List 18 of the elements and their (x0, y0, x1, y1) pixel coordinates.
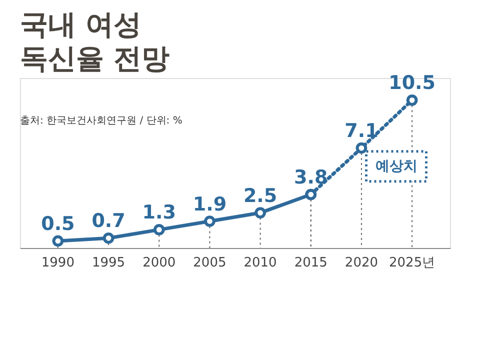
x-tick-label: 2015 (294, 256, 328, 270)
data-label: 1.3 (142, 202, 176, 224)
x-tick-label: 2010 (244, 256, 277, 270)
data-label: 0.5 (41, 212, 75, 235)
data-label: 0.7 (92, 210, 126, 232)
data-label: 7.1 (344, 120, 378, 142)
x-tick-label: 2025년 (389, 256, 436, 270)
data-label: 2.5 (243, 184, 278, 207)
annotation: 출처: 한국보건사회연구원 / 단위: % (20, 116, 182, 126)
annotation: 예상치 (375, 158, 418, 174)
chart-title: 국내 여성 독신율 전망 (20, 8, 170, 76)
x-tick-label: 2005 (193, 256, 226, 270)
x-tick-label: 2020 (344, 256, 378, 270)
x-tick-label: 1990 (41, 256, 74, 270)
data-label: 1.9 (192, 193, 227, 216)
x-tick-label: 2000 (142, 256, 176, 270)
data-label: 10.5 (388, 72, 436, 94)
x-tick-label: 1995 (92, 256, 126, 270)
